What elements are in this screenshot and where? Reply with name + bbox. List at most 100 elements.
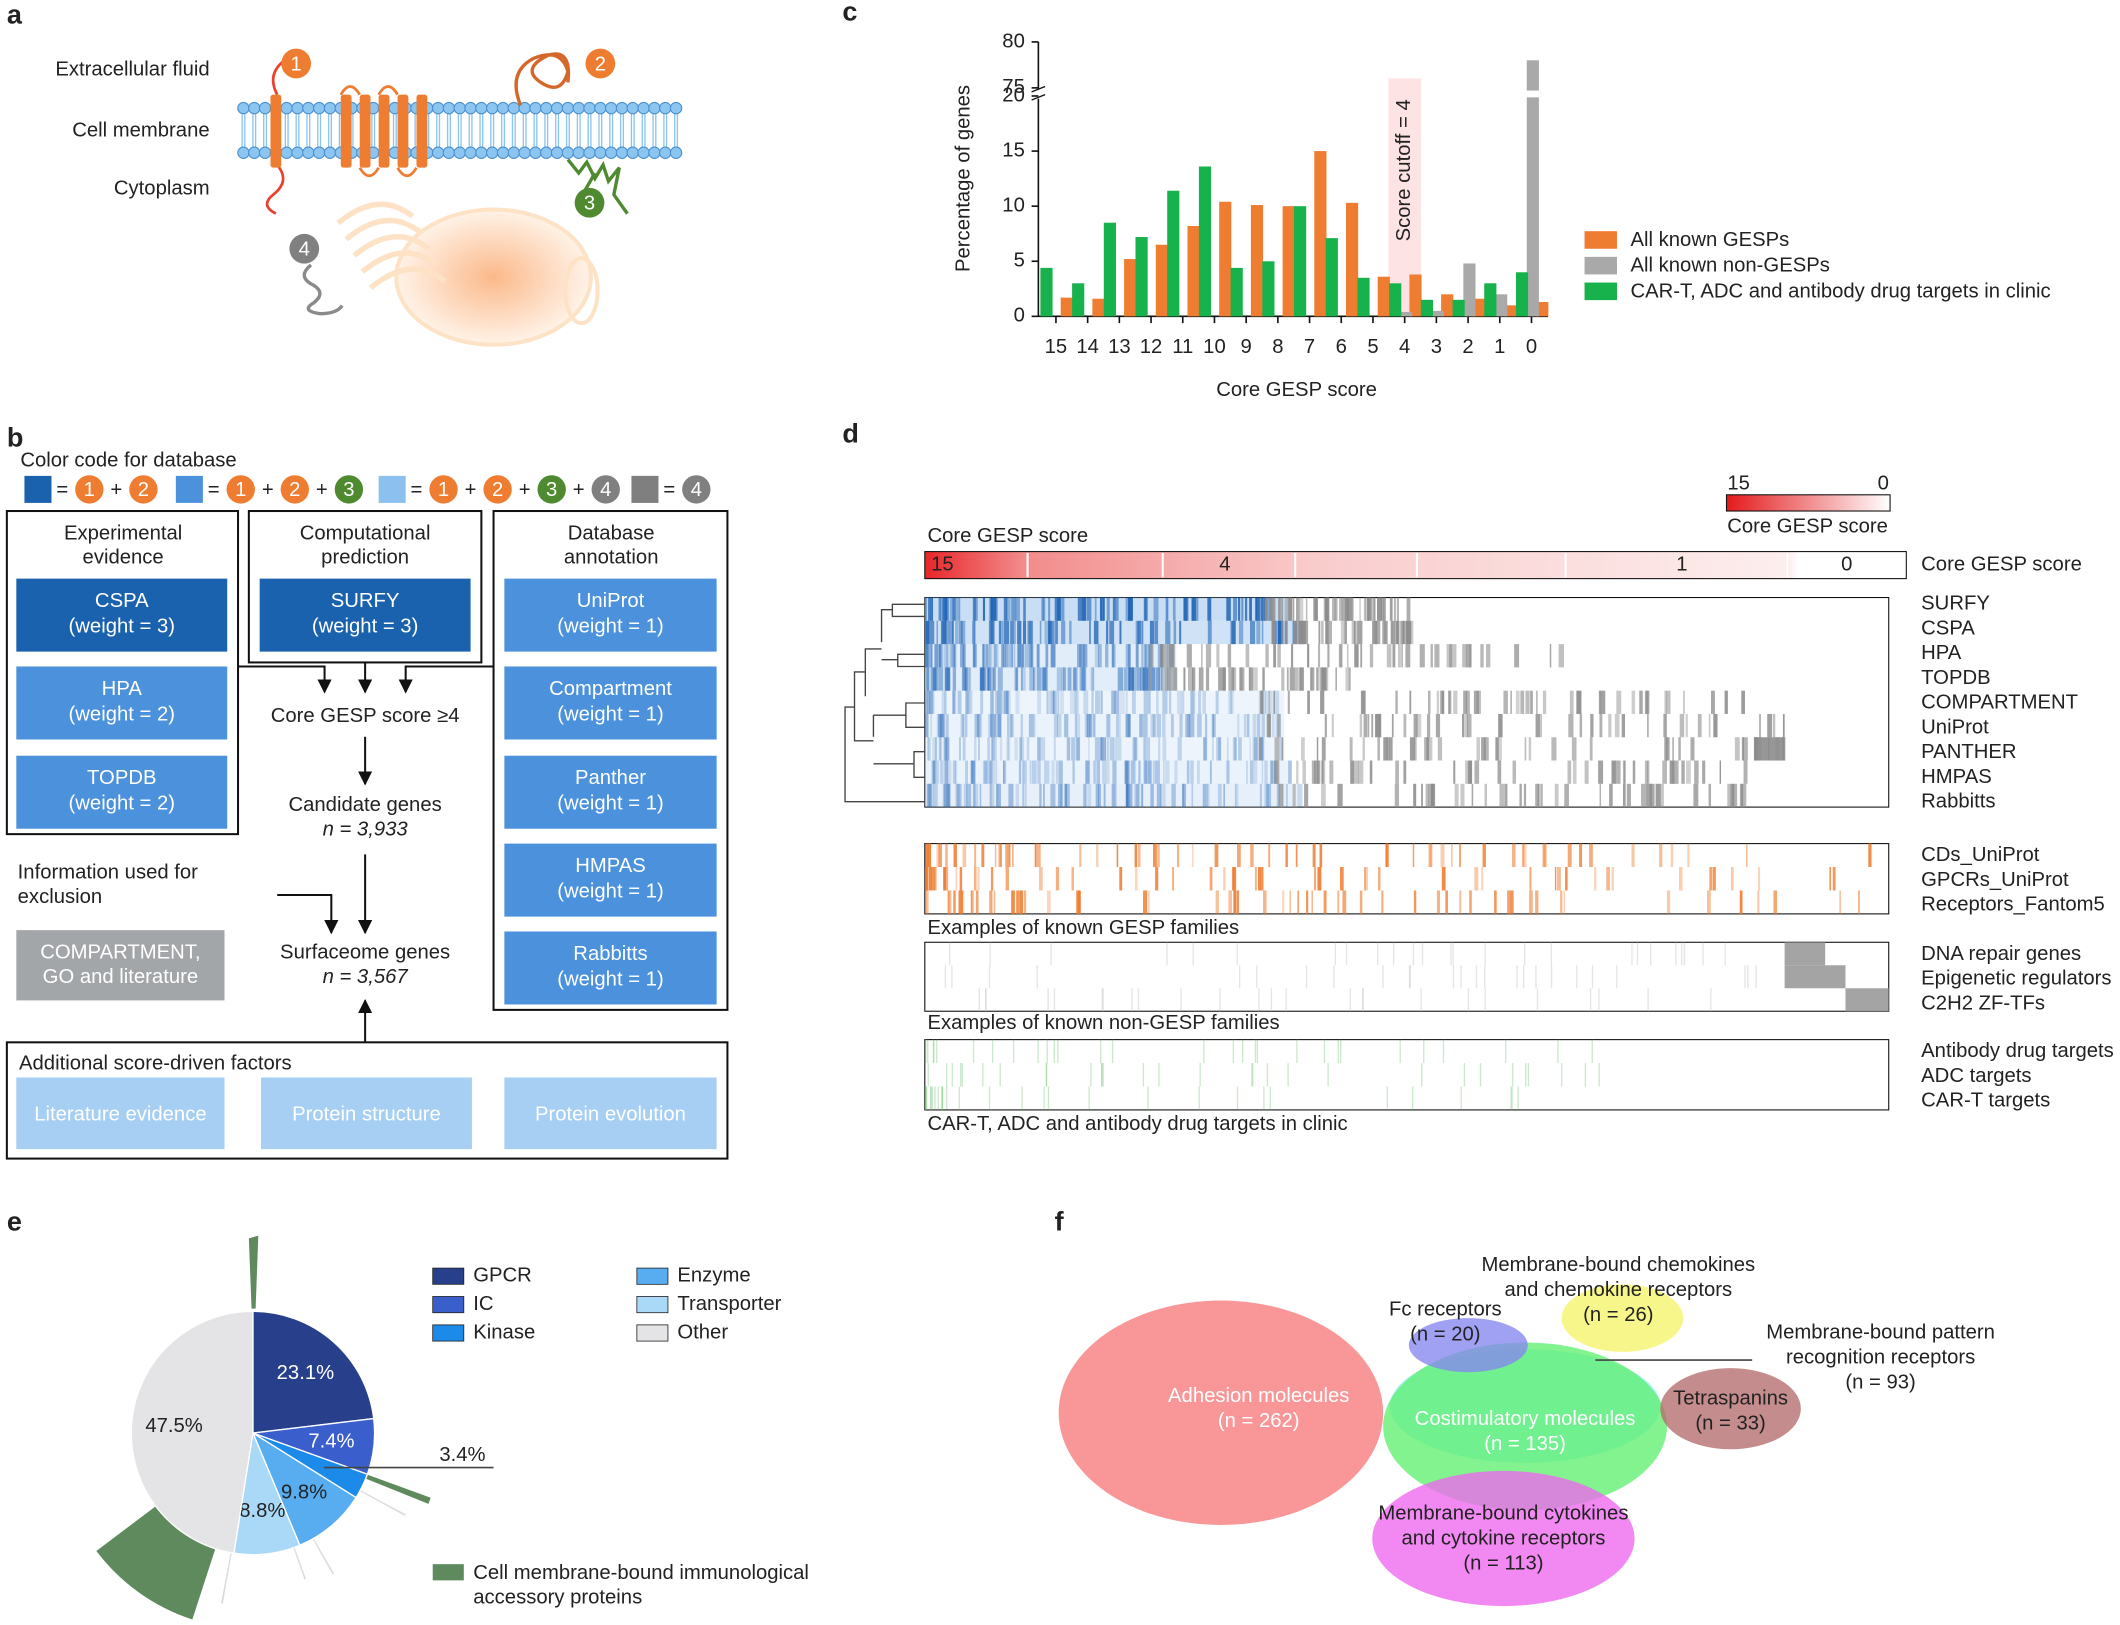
heatmap-cell [984,760,988,784]
heatmap-cell [1535,965,1537,989]
heatmap-cell [967,690,973,714]
arrow [238,665,332,694]
heatmap-cell [936,1039,938,1064]
lipid-head [594,146,607,159]
heatmap-cell [1038,760,1041,784]
heatmap-cell [1066,737,1070,761]
lipid-head [529,146,542,159]
region-label: Extracellular fluid [55,59,209,81]
heatmap-cell [1162,783,1166,808]
heatmap-cell [1434,644,1440,668]
heatmap-cell [1266,713,1271,738]
lipid-head [659,146,672,159]
heatmap-cell [1046,690,1049,714]
legend-label: Transporter [677,1293,781,1315]
heatmap-cell [1078,644,1084,668]
lipid-head [550,101,564,115]
heatmap-cell [1119,867,1123,891]
heatmap-cell [1041,597,1046,621]
bar [1282,206,1295,317]
heatmap-cell [982,1063,984,1087]
heatmap-cell [1230,667,1233,691]
x-tick-label: 5 [1367,336,1378,358]
heatmap-cell [1205,783,1209,808]
heatmap-cell [1389,597,1393,621]
heatmap-cell [997,667,1002,691]
heatmap-cell [1476,737,1481,761]
heatmap-cell [1130,760,1136,784]
heatmap-cell [1274,760,1280,784]
heatmap-cell [1048,620,1052,645]
heatmap-cell [1212,713,1216,738]
venn-label: (n = 33) [1695,1413,1765,1435]
heatmap-cell [1021,1086,1023,1110]
candidate-label: Candidate genes [288,794,441,816]
heatmap-cell [1383,737,1388,761]
heatmap-cell [1018,737,1022,761]
heatmap-cell [1223,867,1226,891]
legend-swatch [432,1267,465,1285]
heatmap-cell [1180,988,1182,1012]
heatmap-cell [938,644,941,668]
heatmap-cell [1435,713,1441,738]
heatmap-cell [1093,760,1096,784]
venn-label: Membrane-bound pattern [1766,1321,1995,1343]
heatmap-cell [1327,1063,1329,1087]
lipid-head [572,101,585,115]
heatmap-cell [943,644,948,668]
heatmap-cell [1294,620,1300,645]
heatmap-cell [1421,1063,1423,1087]
legend-label: GPCR [473,1265,532,1287]
heatmap-cell [1144,737,1151,761]
heatmap-cell [1323,597,1326,621]
heatmap-cell [987,667,992,691]
slice-label: 47.5% [145,1415,202,1437]
heatmap-cell [925,690,931,714]
row-label: Epigenetic regulators [1921,968,2111,990]
heatmap-cell [1170,713,1174,738]
heatmap-cell [1673,760,1679,784]
heatmap-cell [1005,843,1007,868]
heatmap-cell [1281,597,1284,621]
score-bar-tick: 0 [1841,553,1852,575]
heatmap-cell [1598,988,1600,1012]
heatmap-cell [1549,644,1552,668]
heatmap-cell [1446,644,1452,668]
plus-sign: + [110,479,122,501]
heatmap-cell [1088,737,1090,761]
heatmap-cell [1554,867,1557,891]
lipid-head [453,146,466,159]
heatmap-cell [1319,843,1323,868]
heatmap-cell [1050,644,1056,668]
heatmap-cell [985,988,987,1012]
anchored-protein [514,52,571,107]
heatmap-cell [1371,597,1376,621]
heatmap-cell [1746,843,1748,868]
heatmap-cell [1029,620,1034,645]
x-tick-label: 12 [1140,336,1163,358]
heatmap-cell [1757,890,1760,914]
heatmap-cell [972,1039,975,1064]
heatmap-cell [1212,737,1214,761]
heatmap-cell [1039,783,1042,808]
heatmap-cell [1131,690,1136,714]
heatmap-cell [1053,1039,1055,1064]
heatmap-cell [1234,737,1237,761]
heatmap-cell [1348,667,1351,691]
heatmap-cell [1104,737,1107,761]
heatmap-cell [1172,867,1175,891]
heatmap-cell [1016,667,1019,691]
heatmap-cell [1106,713,1111,738]
heatmap-cell [1036,667,1042,691]
heatmap-cell [1038,867,1043,891]
heatmap-cell [1154,620,1159,645]
arrow [398,665,494,694]
heatmap-cell [1343,620,1347,645]
lipid-head [507,146,521,159]
heatmap-cell [1304,783,1309,808]
heatmap-cell [1270,690,1273,714]
heatmap-cell [1832,867,1836,891]
row-label: ADC targets [1921,1065,2031,1087]
heatmap-frame [924,843,1890,915]
heatmap-cell [1136,644,1139,668]
